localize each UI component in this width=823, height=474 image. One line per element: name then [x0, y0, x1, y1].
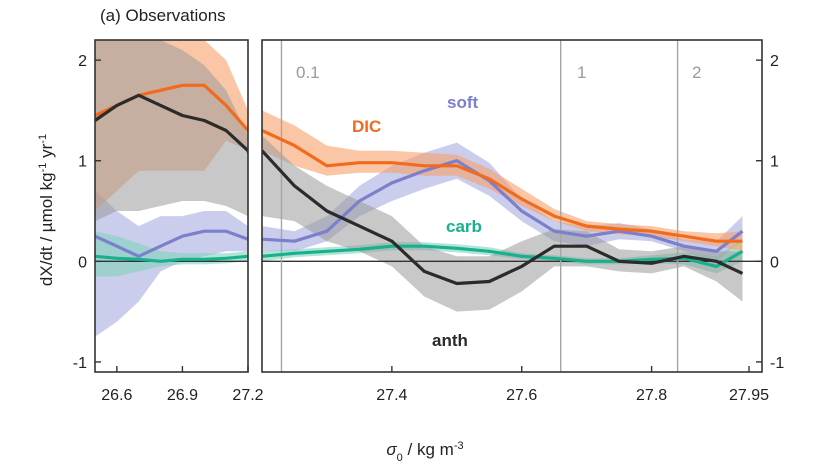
line-anth-left: [95, 93, 248, 157]
series-label-anth: anth: [432, 331, 468, 350]
y-axis-label: dX/dt / µmol kg-1 yr-1: [37, 134, 56, 286]
band-carb-left: [95, 231, 248, 277]
x-tick-label-right-3: 27.95: [729, 387, 769, 404]
y-tick-label-right-0: -1: [770, 355, 784, 372]
band-dic-right: [262, 110, 743, 252]
panel-title: (a) Observations: [100, 6, 226, 25]
x-tick-label-right-1: 27.6: [506, 387, 537, 404]
vline-label-2: 2: [692, 63, 701, 82]
band-anth-left: [95, 40, 248, 222]
density-reference-lines: [280, 40, 679, 372]
x-tick-label-left-1: 26.9: [167, 387, 198, 404]
panel-frame-right: [261, 39, 763, 373]
series-label-soft: soft: [447, 93, 479, 112]
y-tick-label-left-1: 0: [78, 254, 87, 271]
y-tick-label-left-3: 2: [78, 53, 87, 70]
series-label-dic: DIC: [352, 117, 381, 136]
y-tick-label-right-3: 2: [770, 53, 779, 70]
vline-label-1: 1: [577, 63, 586, 82]
y-tick-label-right-2: 1: [770, 154, 779, 171]
band-anth-right: [262, 135, 743, 312]
line-anth-right: [262, 149, 744, 286]
y-tick-label-left-2: 1: [78, 154, 87, 171]
panel-frame-left: [94, 39, 249, 373]
line-soft-left: [95, 229, 248, 258]
panel-frames: [94, 39, 763, 373]
x-tick-label-left-0: 26.6: [101, 387, 132, 404]
y-tick-label-left-0: -1: [73, 355, 87, 372]
axis-ticks: 26.6 26.9 27.2 27.4 27.6 27.8 27.95-1 -10 01 12 2: [73, 53, 785, 404]
x-tick-label-right-2: 27.8: [636, 387, 667, 404]
y-tick-label-right-1: 0: [770, 254, 779, 271]
vline-label-0: 0.1: [296, 63, 320, 82]
x-tick-label-right-0: 27.4: [376, 387, 407, 404]
series-lines: [95, 83, 744, 286]
series-label-carb: carb: [446, 217, 482, 236]
x-tick-label-left-2: 27.2: [232, 387, 263, 404]
line-carb-left: [95, 254, 248, 263]
line-dic-right: [262, 129, 743, 243]
x-axis-label: σ0 / kg m-3: [386, 440, 463, 464]
line-soft-right: [262, 159, 744, 253]
